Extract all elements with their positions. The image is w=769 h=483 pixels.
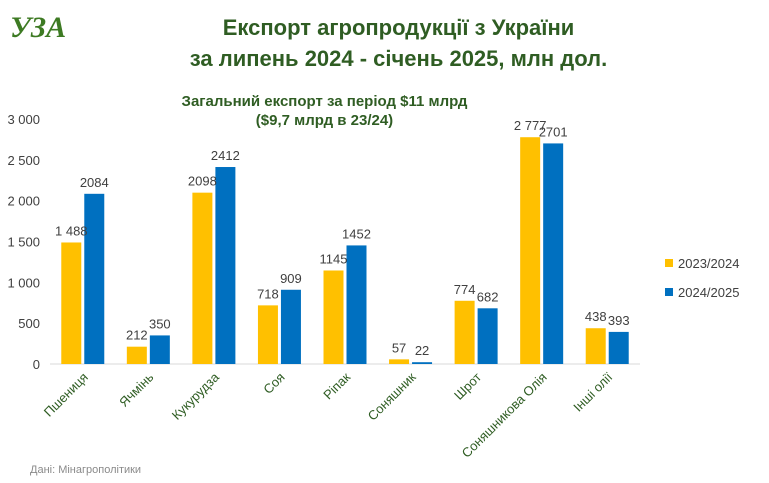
- value-label: 57: [392, 340, 406, 355]
- legend-label: 2023/2024: [678, 256, 739, 271]
- bar-series-1: [61, 242, 82, 364]
- bar-series-2: [84, 193, 105, 364]
- value-label: 2098: [188, 174, 217, 189]
- chart-title: Експорт агропродукції з України за липен…: [0, 12, 769, 74]
- y-tick-label: 1 500: [7, 235, 40, 250]
- value-label: 2 777: [514, 118, 547, 133]
- bar-series-1: [585, 328, 606, 364]
- bar-series-2: [346, 245, 367, 364]
- y-tick-label: 500: [18, 316, 40, 331]
- bars: [61, 137, 629, 364]
- bar-series-2: [543, 143, 564, 364]
- chart-title-line-1: Експорт агропродукції з України: [222, 15, 575, 40]
- value-label: 393: [608, 313, 630, 328]
- logo-text: УЗА: [10, 11, 66, 44]
- category-label: Інші олії: [570, 369, 615, 414]
- y-tick-label: 3 000: [7, 112, 40, 127]
- value-label: 212: [126, 328, 148, 343]
- source-note: Дані: Мінагрополітики: [30, 464, 142, 476]
- bar-series-2: [412, 362, 433, 364]
- y-axis: 0 500 1 000 1 500 2 000 2 500 3 000: [7, 112, 40, 372]
- bar-series-2: [215, 167, 236, 364]
- uza-logo: УЗА: [10, 11, 66, 44]
- legend-swatch: [665, 288, 673, 296]
- chart-title-line-2: за липень 2024 - січень 2025, млн дол.: [189, 46, 608, 71]
- value-label: 350: [149, 316, 171, 331]
- category-label: Кукурудза: [169, 369, 223, 423]
- bar-series-2: [477, 308, 498, 364]
- bar-series-2: [280, 289, 301, 364]
- value-label: 1145: [320, 251, 348, 266]
- bar-series-1: [454, 300, 475, 364]
- y-tick-label: 2 500: [7, 153, 40, 168]
- value-label: 1 488: [55, 223, 88, 238]
- category-labels: Пшениця Ячмінь Кукурудза Соя Ріпак Соняшник Шр…: [41, 369, 616, 461]
- legend: 2023/2024 2024/2025: [665, 256, 739, 300]
- bar-series-2: [608, 331, 629, 364]
- legend-label: 2024/2025: [678, 285, 739, 300]
- bar-series-1: [126, 346, 147, 364]
- bar-series-1: [257, 305, 278, 364]
- bar-series-1: [389, 359, 410, 364]
- bar-series-1: [520, 137, 541, 364]
- category-label: Ріпак: [320, 369, 353, 402]
- value-label: 1452: [342, 226, 371, 241]
- value-label: 22: [415, 343, 429, 358]
- bar-series-2: [149, 335, 170, 364]
- category-label: Соя: [260, 370, 287, 397]
- value-label: 682: [477, 289, 499, 304]
- chart-subtitle-line-1: Загальний експорт за період $11 млрд: [181, 93, 468, 110]
- chart-subtitle-line-2: ($9,7 млрд в 23/24): [255, 112, 394, 129]
- value-label: 2412: [211, 148, 240, 163]
- bar-series-1: [323, 270, 344, 364]
- category-label: Ячмінь: [116, 369, 156, 409]
- y-tick-label: 1 000: [7, 275, 40, 290]
- y-tick-label: 2 000: [7, 194, 40, 209]
- value-label: 2084: [80, 175, 109, 190]
- legend-swatch: [665, 259, 673, 267]
- value-label: 774: [454, 282, 476, 297]
- category-label: Пшениця: [41, 370, 91, 420]
- value-label: 2701: [539, 124, 568, 139]
- value-label: 909: [280, 271, 302, 286]
- category-label: Соняшник: [365, 369, 419, 423]
- value-label: 438: [585, 309, 607, 324]
- chart-subtitle: Загальний експорт за період $11 млрд ($9…: [0, 92, 769, 130]
- category-label: Шрот: [451, 369, 484, 402]
- value-label: 718: [257, 286, 279, 301]
- y-tick-label: 0: [33, 357, 40, 372]
- bar-series-1: [192, 192, 213, 364]
